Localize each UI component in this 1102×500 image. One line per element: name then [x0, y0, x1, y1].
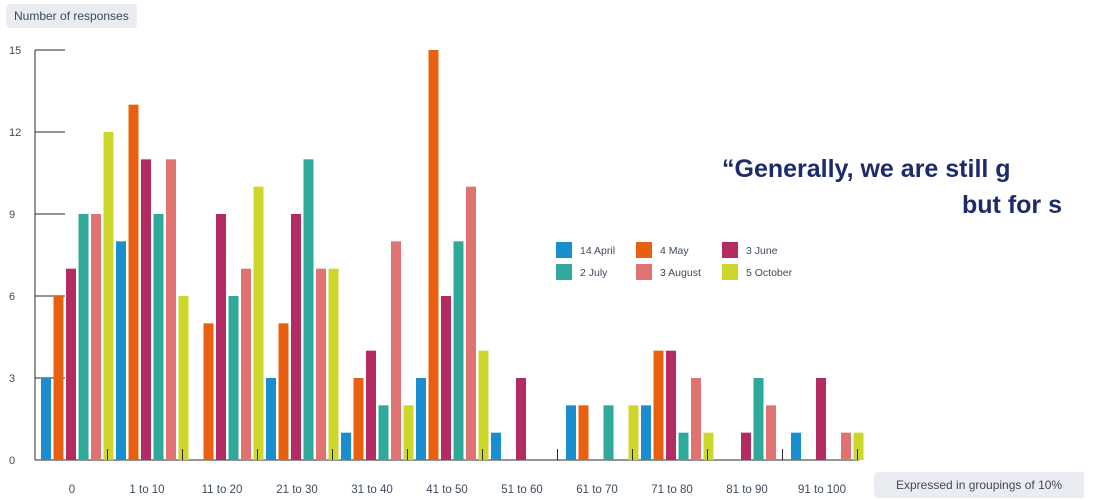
bar [466, 186, 476, 460]
bar [378, 405, 389, 460]
bar [566, 405, 576, 460]
bar [441, 296, 451, 460]
bar [316, 268, 326, 460]
y-tick-label: 6 [9, 291, 15, 303]
legend-swatch [722, 264, 738, 280]
y-tick-label: 9 [9, 209, 15, 221]
bar [453, 241, 464, 460]
bar [653, 350, 664, 460]
bar [678, 432, 689, 460]
legend-label: 4 May [660, 245, 689, 257]
bar [203, 323, 214, 460]
x-tick-label: 51 to 60 [501, 484, 543, 496]
x-tick-label: 71 to 80 [651, 484, 693, 496]
legend-swatch [722, 242, 738, 258]
quote-line-1: “Generally, we are still g [722, 155, 1011, 183]
y-tick-label: 0 [9, 455, 15, 467]
bar [216, 214, 226, 460]
bar [641, 405, 651, 460]
legend-swatch [556, 242, 572, 258]
bar [703, 432, 714, 460]
legend-swatch [636, 264, 652, 280]
x-tick-label: 21 to 30 [276, 484, 318, 496]
bar [66, 268, 76, 460]
bar [628, 405, 639, 460]
legend-label: 3 June [746, 245, 778, 257]
bar [391, 241, 401, 460]
bar [78, 214, 89, 460]
bar [303, 159, 314, 461]
bar [853, 432, 864, 460]
y-tick-label: 12 [9, 127, 21, 139]
y-tick-label: 3 [9, 373, 15, 385]
bar [178, 296, 189, 460]
bar [766, 405, 776, 460]
bar [578, 405, 589, 460]
y-axis-label: Number of responses [6, 4, 137, 28]
x-tick-label: 91 to 100 [798, 484, 846, 496]
bar [116, 241, 126, 460]
bar [253, 186, 264, 460]
bar [91, 214, 101, 460]
y-tick-label: 15 [9, 45, 21, 57]
bar [516, 378, 526, 460]
quote-line-2: but for s [962, 191, 1062, 219]
x-tick-label: 31 to 40 [351, 484, 393, 496]
bar [128, 104, 139, 461]
bar [841, 432, 851, 460]
bar [341, 432, 351, 460]
bar [603, 405, 614, 460]
bar [416, 378, 426, 460]
bar [353, 378, 364, 460]
x-tick-label: 0 [69, 484, 75, 496]
bar [278, 323, 289, 460]
x-tick-label: 41 to 50 [426, 484, 468, 496]
x-tick-label: 1 to 10 [129, 484, 164, 496]
bar [328, 268, 339, 460]
bar [103, 132, 114, 460]
bar [478, 350, 489, 460]
bar [403, 405, 414, 460]
bar [41, 378, 51, 460]
bar [816, 378, 826, 460]
bar [753, 378, 764, 460]
legend-swatch [636, 242, 652, 258]
bar [153, 214, 164, 460]
bar [291, 214, 301, 460]
bar [241, 268, 251, 460]
bar [228, 296, 239, 460]
legend-label: 2 July [580, 267, 608, 279]
bar [791, 432, 801, 460]
legend-swatch [556, 264, 572, 280]
x-tick-label: 81 to 90 [726, 484, 768, 496]
legend-label: 5 October [746, 267, 793, 279]
legend-label: 3 August [660, 267, 701, 279]
bar [53, 296, 64, 460]
bar [491, 432, 501, 460]
bar [141, 159, 151, 461]
bar [691, 378, 701, 460]
bar [666, 350, 676, 460]
bar [741, 432, 751, 460]
bar [366, 350, 376, 460]
bar [428, 50, 439, 460]
bar [166, 159, 176, 461]
x-axis-note: Expressed in groupings of 10% [874, 472, 1085, 498]
bar [266, 378, 276, 460]
x-tick-label: 61 to 70 [576, 484, 618, 496]
x-tick-label: 11 to 20 [202, 484, 243, 496]
legend-label: 14 April [580, 245, 615, 257]
